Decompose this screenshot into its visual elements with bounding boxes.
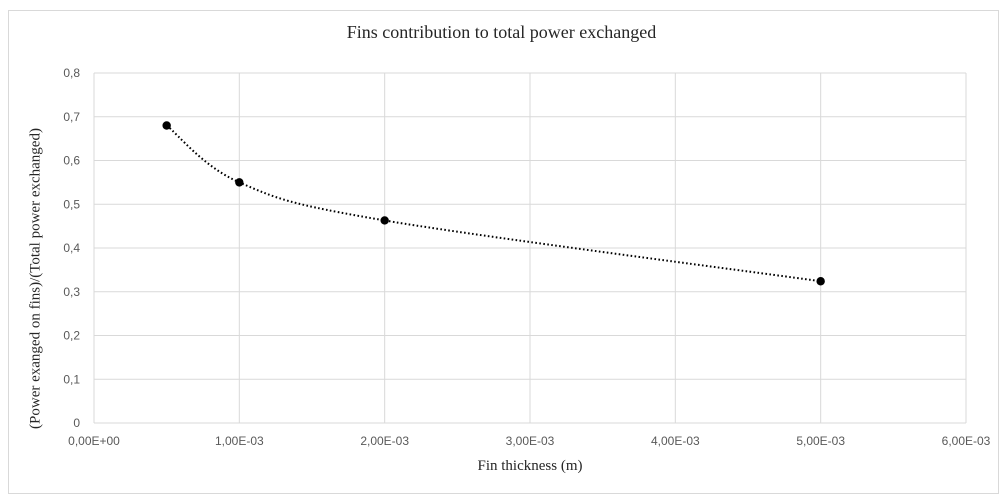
y-tick-label: 0,6	[63, 154, 80, 168]
chart-title: Fins contribution to total power exchang…	[346, 22, 657, 42]
x-tick-label: 2,00E-03	[360, 434, 409, 448]
x-tick-labels: 0,00E+00 1,00E-03 2,00E-03 3,00E-03 4,00E-03…	[68, 434, 991, 448]
y-tick-label: 0,3	[63, 285, 80, 299]
x-axis-title: Fin thickness (m)	[477, 458, 583, 474]
data-point	[162, 121, 171, 130]
x-tick-label: 5,00E-03	[796, 434, 845, 448]
data-markers	[162, 121, 825, 286]
x-tick-label: 0,00E+00	[68, 434, 120, 448]
x-tick-label: 1,00E-03	[215, 434, 264, 448]
y-tick-label: 0,1	[63, 372, 80, 386]
chart-frame	[8, 10, 999, 494]
x-tick-label: 6,00E-03	[942, 434, 991, 448]
horizontal-gridlines	[94, 72, 966, 424]
y-axis-title: (Power exanged on fins)/(Total power exc…	[27, 128, 44, 429]
x-tick-label: 4,00E-03	[651, 434, 700, 448]
data-point	[235, 178, 244, 187]
y-tick-label: 0,8	[63, 66, 80, 80]
data-point	[380, 216, 389, 225]
x-tick-label: 3,00E-03	[506, 434, 555, 448]
data-point	[816, 277, 825, 286]
y-tick-label: 0,4	[63, 241, 80, 255]
series-line	[166, 124, 821, 283]
y-tick-label: 0,2	[63, 329, 80, 343]
y-tick-label: 0,7	[63, 110, 80, 124]
y-tick-label: 0,5	[63, 197, 80, 211]
y-tick-labels: 0 0,1 0,2 0,3 0,4 0,5 0,6 0,7 0,8	[63, 66, 80, 430]
y-tick-label: 0	[73, 416, 80, 430]
